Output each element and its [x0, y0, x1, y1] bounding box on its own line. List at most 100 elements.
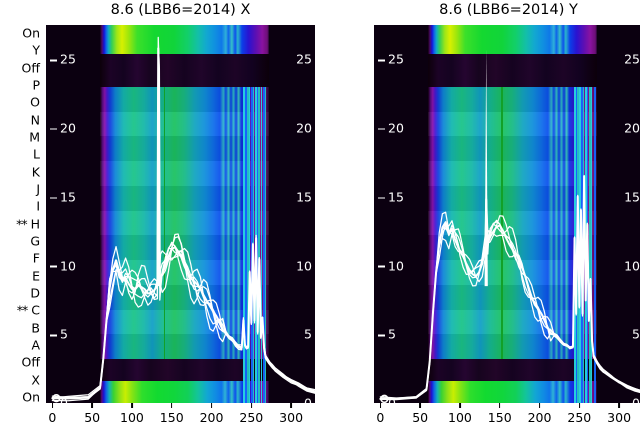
category-label-left-o-4: O — [30, 94, 40, 110]
heat-band-y-gap-band-2-fill — [428, 359, 597, 381]
heat-band-x-bottom-band — [46, 381, 315, 403]
category-label-left-h-11: ** H — [16, 216, 40, 232]
trace-line-y-4 — [379, 175, 640, 400]
trace-spike-x — [156, 51, 160, 287]
trace-line-x-6 — [51, 60, 315, 402]
heat-row-texture-y-7 — [428, 161, 597, 186]
x-tick-left-150: 150 — [160, 403, 184, 425]
category-label-left-f-13: F — [32, 250, 40, 266]
heat-row-texture-y-2 — [428, 284, 597, 310]
heat-band-y-bottom-band-fill — [428, 381, 597, 403]
heat-band-y-top-band-fill — [428, 25, 597, 54]
category-label-left-on-21: On — [22, 389, 40, 405]
category-label-left-on-0: On — [22, 25, 40, 41]
heat-stripe-y-8 — [588, 86, 591, 403]
trace-overlay-y — [379, 48, 640, 403]
heat-row-texture-y-8 — [428, 136, 597, 162]
trace-origin-marker-x — [52, 393, 61, 403]
heat-band-y-main-band-fill — [428, 86, 597, 359]
heat-band-x-gap-band-2-fill — [100, 359, 269, 381]
heat-row-texture-x-6 — [100, 185, 269, 211]
category-label-left-k-8: K — [31, 164, 40, 180]
x-tick-right-100: 100 — [448, 403, 472, 425]
heat-row-texture-y-6 — [428, 185, 597, 211]
heat-row-texture-y-3 — [428, 260, 597, 285]
panel-x[interactable]: 0 0 5 5 10 10 15 15 20 20 25 25 — [46, 25, 315, 403]
x-tick-right-50: 50 — [412, 403, 428, 425]
heat-stripe-x-0 — [243, 86, 246, 403]
category-label-left-c-16: ** C — [16, 302, 40, 318]
heat-band-x-top-band-fill — [100, 25, 269, 54]
heat-band-y-gap-band-2 — [374, 359, 640, 381]
trace-line-x-0 — [51, 47, 315, 400]
heat-band-x-top-band — [46, 25, 315, 54]
x-tick-left-100: 100 — [120, 403, 144, 425]
category-label-left-y-1: Y — [32, 42, 40, 58]
x-axis-right: 0 50 100 150 200 250 300 — [374, 403, 640, 439]
category-label-left-i-10: I — [36, 198, 40, 214]
heat-row-texture-x-1 — [100, 309, 269, 335]
x-tick-left-50: 50 — [84, 403, 100, 425]
trace-line-y-5 — [379, 176, 640, 399]
category-labels-left: On Y Off P O N M L K J I ** H G F E D ** C B A Off X On — [0, 25, 44, 405]
trace-line-y-3 — [379, 175, 640, 400]
category-label-left-l-7: L — [33, 146, 40, 162]
trace-line-x-3 — [51, 59, 315, 400]
heat-stripe-x-1 — [245, 86, 247, 403]
heat-row-texture-x-8 — [100, 136, 269, 162]
heat-band-x-main-band-fill — [100, 86, 269, 359]
x-tick-right-250: 250 — [567, 403, 591, 425]
heat-stripe-y-9 — [591, 86, 593, 403]
heat-green-line-y — [501, 86, 503, 359]
heat-band-x-gap-band-2 — [46, 359, 315, 381]
heat-stripe-x-8 — [258, 86, 261, 403]
category-label-left-off-2: Off — [21, 60, 40, 76]
x-tick-right-200: 200 — [528, 403, 551, 425]
heat-stripe-x-4 — [250, 86, 253, 403]
heatmap-plot-y[interactable]: 0 0 5 5 10 10 15 15 20 20 25 25 — [374, 25, 640, 403]
x-tick-right-0: 0 — [376, 403, 384, 425]
trace-line-x-2 — [51, 52, 315, 400]
x-tick-left-250: 250 — [239, 403, 263, 425]
heat-stripe-x-3 — [248, 86, 251, 403]
heat-band-y-top-band — [374, 25, 640, 54]
trace-line-x-4 — [51, 36, 315, 400]
panel-y[interactable]: 0 0 5 5 10 10 15 15 20 20 25 25 — [374, 25, 640, 403]
category-label-left-off-19: Off — [21, 354, 40, 370]
category-label-left-e-14: E — [32, 268, 40, 284]
panel-title-x: 8.6 (LBB6=2014) X — [110, 2, 251, 18]
heat-band-x-gap-band-fill — [100, 53, 269, 87]
heat-stripe-x-9 — [260, 86, 263, 403]
heat-band-x-gap-band — [46, 53, 315, 87]
category-label-left-b-17: B — [31, 320, 40, 336]
category-label-left-p-3: P — [32, 77, 40, 93]
heat-stripe-x-10 — [263, 86, 266, 403]
x-tick-left-300: 300 — [279, 403, 303, 425]
heat-band-y-gap-band — [374, 53, 640, 87]
x-tick-left-200: 200 — [200, 403, 223, 425]
trace-line-y-1 — [379, 175, 640, 400]
heat-band-x-bottom-band-fill — [100, 381, 269, 403]
category-label-left-m-6: M — [29, 129, 40, 145]
trace-overlay-x — [51, 36, 315, 403]
heatmap-plot-x[interactable]: 0 0 5 5 10 10 15 15 20 20 25 25 — [46, 25, 315, 403]
trace-line-y-0 — [379, 175, 640, 400]
heat-row-texture-x-7 — [100, 161, 269, 186]
trace-line-x-1 — [51, 53, 315, 399]
heat-band-y-gap-band-fill — [428, 53, 597, 87]
trace-line-x-7 — [51, 49, 315, 399]
heat-band-y-main-band — [374, 86, 640, 359]
panel-title-y: 8.6 (LBB6=2014) Y — [439, 2, 578, 18]
category-label-left-n-5: N — [30, 112, 40, 128]
heat-row-texture-y-9 — [428, 111, 597, 137]
x-axis-left: 0 50 100 150 200 250 300 — [46, 403, 315, 439]
heat-green-line-x — [163, 86, 166, 359]
heat-row-texture-x-9 — [100, 111, 269, 137]
category-label-left-g-12: G — [30, 233, 40, 249]
heat-row-texture-y-10 — [428, 86, 597, 112]
heat-stripe-x-11 — [265, 86, 267, 403]
category-label-left-j-9: J — [36, 181, 40, 197]
category-label-left-x-20: X — [31, 372, 40, 388]
heat-row-texture-x-10 — [100, 86, 269, 112]
heat-band-x-main-band — [46, 86, 315, 359]
